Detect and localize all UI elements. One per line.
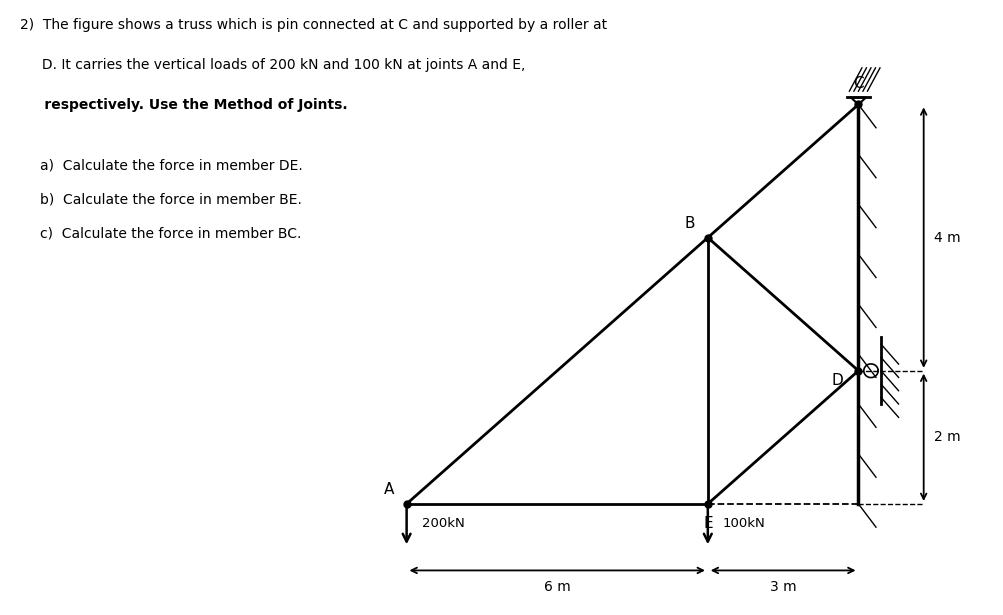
Text: respectively. Use the Method of Joints.: respectively. Use the Method of Joints. <box>20 98 347 113</box>
Text: D: D <box>830 373 843 388</box>
Text: 6 m: 6 m <box>544 581 570 595</box>
Text: 200kN: 200kN <box>421 517 464 530</box>
Text: E: E <box>702 516 712 531</box>
Text: B: B <box>684 216 695 231</box>
Text: C: C <box>853 76 863 91</box>
Text: 4 m: 4 m <box>933 231 960 245</box>
Text: 100kN: 100kN <box>722 517 765 530</box>
Text: c)  Calculate the force in member BC.: c) Calculate the force in member BC. <box>40 226 301 240</box>
Text: 2 m: 2 m <box>933 430 960 444</box>
Text: D. It carries the vertical loads of 200 kN and 100 kN at joints A and E,: D. It carries the vertical loads of 200 … <box>20 58 525 73</box>
Text: 2)  The figure shows a truss which is pin connected at C and supported by a roll: 2) The figure shows a truss which is pin… <box>20 18 607 33</box>
Text: A: A <box>383 482 394 497</box>
Text: 3 m: 3 m <box>769 581 795 595</box>
Text: b)  Calculate the force in member BE.: b) Calculate the force in member BE. <box>40 192 302 207</box>
Text: a)  Calculate the force in member DE.: a) Calculate the force in member DE. <box>40 159 303 172</box>
